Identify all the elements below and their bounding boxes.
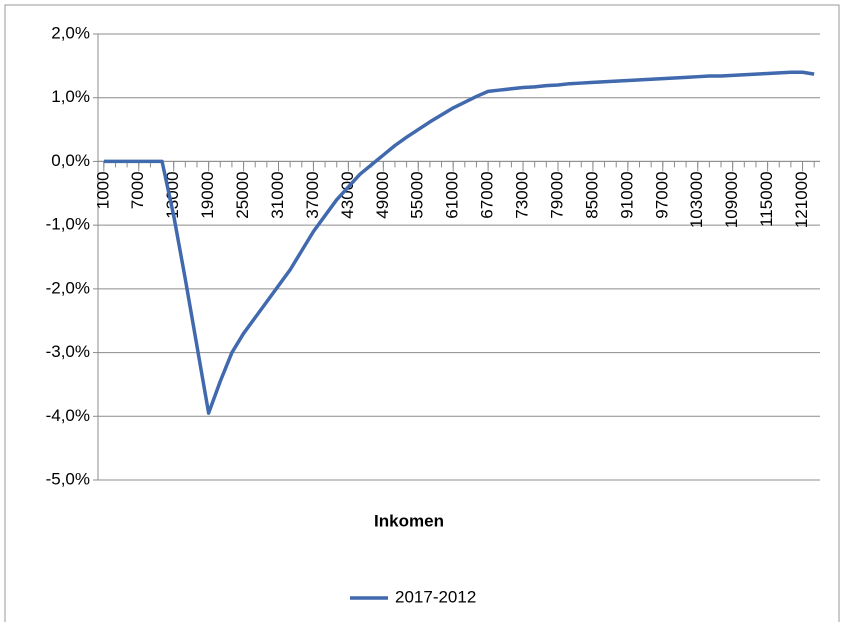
x-tick-label: 103000 — [687, 171, 706, 228]
series-line — [103, 70, 815, 415]
x-tick-label: 91000 — [617, 171, 636, 218]
x-tick-label: 73000 — [513, 171, 532, 218]
y-tick-label: -2,0% — [46, 278, 90, 297]
x-tick-label: 1000 — [93, 171, 112, 209]
y-tick-label: -3,0% — [46, 342, 90, 361]
x-tick-label: 115000 — [757, 171, 776, 226]
x-tick-label: 7000 — [128, 171, 147, 209]
x-axis-label: Inkomen — [374, 511, 444, 530]
x-tick-label: 19000 — [198, 171, 217, 218]
x-tick-label: 49000 — [373, 171, 392, 218]
y-tick-label: 0,0% — [51, 151, 90, 170]
legend-label: 2017-2012 — [395, 587, 476, 606]
x-tick-label: 31000 — [268, 171, 287, 218]
x-tick-label: 121000 — [792, 171, 811, 228]
x-tick-label: 67000 — [478, 171, 497, 218]
x-tick-label: 25000 — [233, 171, 252, 218]
y-tick-label: 2,0% — [51, 23, 90, 42]
x-tick-label: 97000 — [652, 171, 671, 218]
x-tick-label: 37000 — [303, 171, 322, 218]
y-tick-label: -5,0% — [46, 469, 90, 488]
x-tick-label: 79000 — [547, 171, 566, 218]
chart-frame — [4, 4, 840, 622]
x-tick-label: 61000 — [443, 171, 462, 218]
x-tick-label: 55000 — [408, 171, 427, 218]
x-tick-label: 109000 — [722, 171, 741, 228]
y-tick-label: 1,0% — [51, 87, 90, 106]
y-tick-label: -1,0% — [46, 215, 90, 234]
x-tick-label: 85000 — [582, 171, 601, 218]
y-tick-label: -4,0% — [46, 406, 90, 425]
